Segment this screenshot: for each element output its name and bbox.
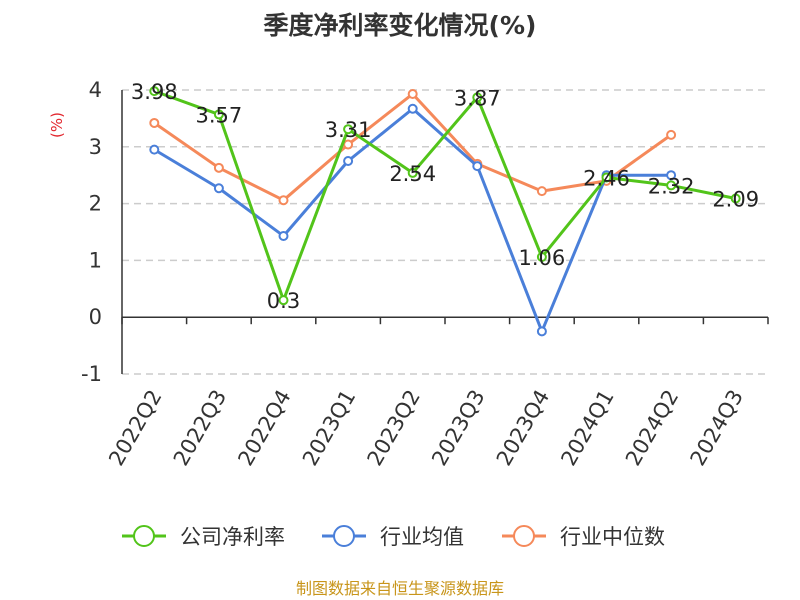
data-label: 2.46 <box>583 166 630 190</box>
x-tick-label: 2023Q3 <box>427 386 489 470</box>
data-label: 0.3 <box>267 289 300 313</box>
data-point <box>407 88 418 99</box>
data-label: 1.06 <box>519 246 566 270</box>
data-point <box>536 186 547 197</box>
x-tick-label: 2022Q4 <box>233 386 295 470</box>
data-labels: 3.98 3.57 0.3 3.31 2.54 3.87 1.06 2.46 2.32 2.09 <box>131 80 759 313</box>
source-note: 制图数据来自恒生聚源数据库 <box>296 579 504 598</box>
plot-area <box>149 86 741 337</box>
x-tick-label: 2024Q2 <box>621 386 683 470</box>
y-tick-label: 3 <box>89 135 102 159</box>
data-label: 2.54 <box>389 162 436 186</box>
x-tick-label: 2023Q2 <box>363 386 425 470</box>
data-point <box>472 92 483 103</box>
data-point <box>213 183 224 194</box>
data-point <box>343 156 354 166</box>
data-label: 2.09 <box>712 187 759 211</box>
data-point <box>343 124 354 135</box>
legend: 公司净利率 行业均值 行业中位数 <box>122 525 665 549</box>
legend-label: 行业中位数 <box>560 525 665 549</box>
data-point <box>213 162 224 173</box>
y-tick-label: -1 <box>81 362 102 386</box>
data-point <box>149 86 160 97</box>
x-tick-label: 2023Q1 <box>298 386 360 470</box>
data-point <box>407 167 418 178</box>
y-tick-label: 2 <box>89 192 102 216</box>
legend-swatch-marker <box>513 525 535 547</box>
data-point <box>213 109 224 120</box>
legend-swatch-marker <box>133 525 155 547</box>
data-point <box>149 117 160 128</box>
data-point <box>666 170 677 181</box>
data-point <box>536 326 547 337</box>
series-line <box>153 107 672 333</box>
data-point <box>278 230 289 241</box>
series-line <box>153 89 736 302</box>
data-label: 2.32 <box>648 174 695 198</box>
legend-item: 行业均值 <box>322 525 464 549</box>
data-point <box>278 195 289 206</box>
data-point <box>343 139 354 150</box>
data-point <box>601 172 612 183</box>
data-point <box>278 295 289 306</box>
y-tick-label: 0 <box>89 305 102 329</box>
legend-label: 公司净利率 <box>180 525 285 549</box>
x-tick-label: 2022Q2 <box>104 386 166 470</box>
y-tick-label: 1 <box>89 248 102 272</box>
chart-title: 季度净利率变化情况(%) <box>264 11 537 40</box>
legend-swatch-marker <box>333 525 355 547</box>
data-label: 3.98 <box>131 80 178 104</box>
data-point <box>472 161 483 172</box>
data-point <box>536 251 547 262</box>
data-point <box>666 129 677 140</box>
x-tick-label: 2023Q4 <box>492 386 554 470</box>
data-point <box>149 144 160 155</box>
y-axis-label: (%) <box>48 112 66 138</box>
legend-item: 公司净利率 <box>122 525 285 549</box>
data-point <box>730 193 741 204</box>
y-tick-label: 4 <box>89 78 102 102</box>
legend-item: 行业中位数 <box>502 525 665 549</box>
x-tick-label: 2024Q1 <box>556 386 618 470</box>
data-label: 3.31 <box>325 118 372 142</box>
x-tick-label: 2024Q3 <box>686 386 748 470</box>
data-point <box>407 103 418 114</box>
data-label: 3.57 <box>196 103 243 127</box>
data-label: 3.87 <box>454 86 501 110</box>
x-tick-label: 2022Q3 <box>169 386 231 470</box>
data-point <box>666 180 677 191</box>
legend-label: 行业均值 <box>380 525 464 549</box>
